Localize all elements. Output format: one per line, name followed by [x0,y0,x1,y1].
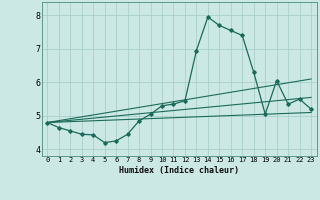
X-axis label: Humidex (Indice chaleur): Humidex (Indice chaleur) [119,166,239,175]
